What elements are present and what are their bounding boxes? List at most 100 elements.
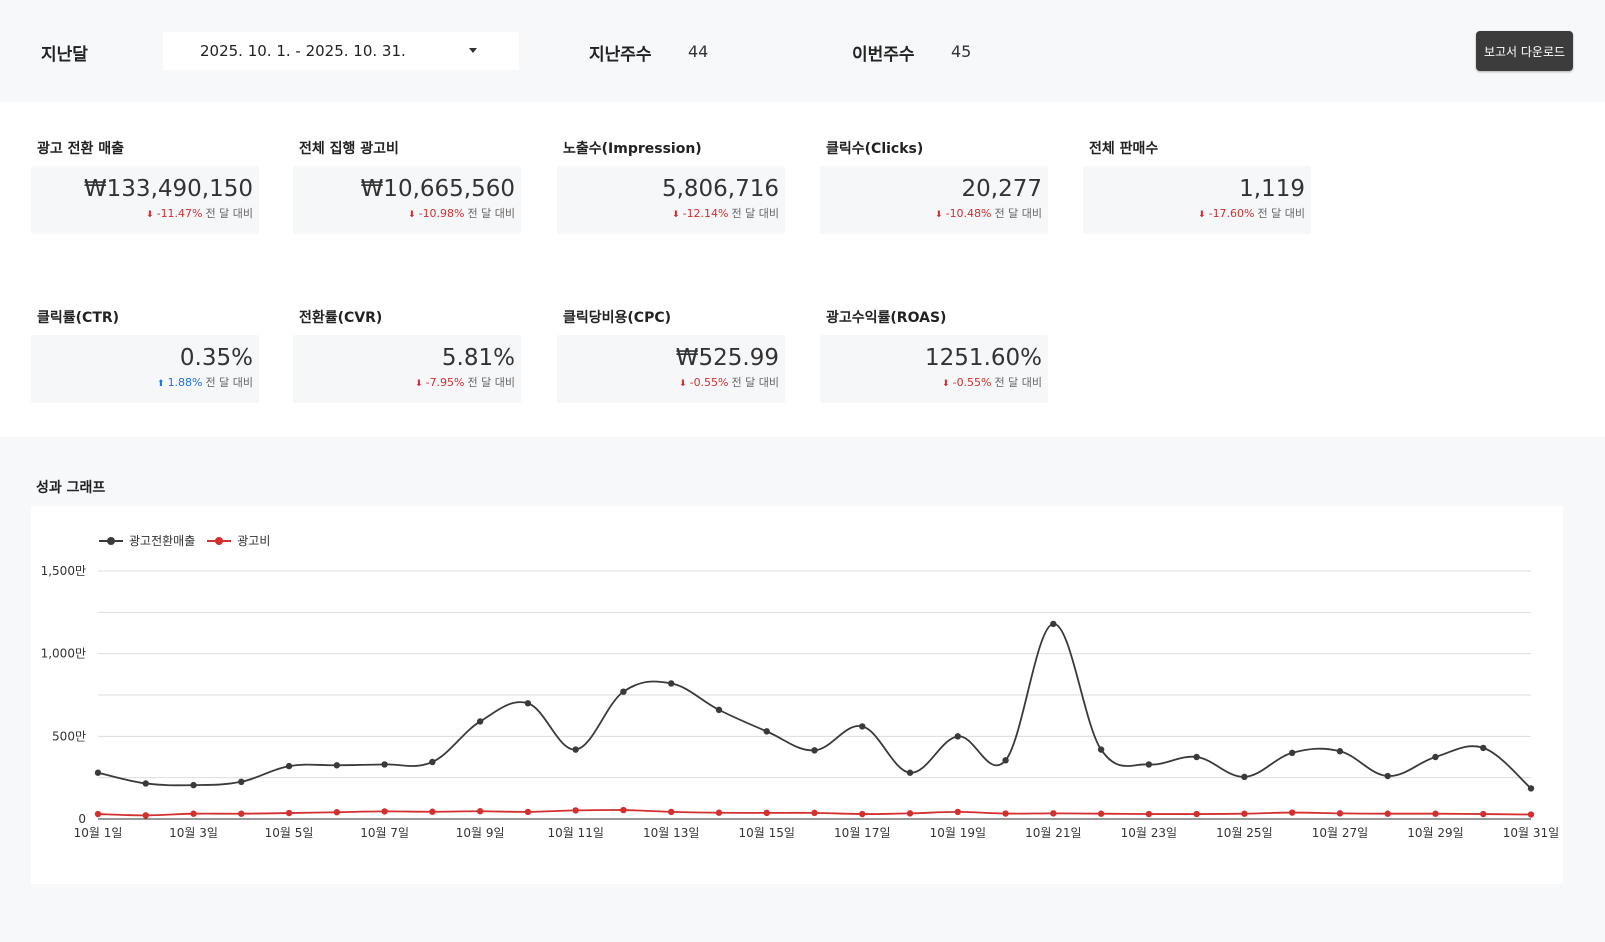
y-tick-label: 0	[78, 812, 86, 826]
kpi-delta-percent: 1.88%	[167, 376, 203, 389]
data-point-revenue	[715, 706, 723, 714]
legend-swatch-adcost	[207, 536, 232, 546]
this-week-value: 45	[951, 42, 972, 61]
kpi-title: 클릭률(CTR)	[37, 310, 120, 326]
data-point-revenue	[381, 761, 388, 768]
kpi-value: 5,806,716	[661, 176, 779, 202]
kpi-delta-suffix: 전 달 대비	[467, 207, 515, 220]
kpi-card: 광고수익률(ROAS) 1251.60% ⬇ -0.55% 전 달 대비	[820, 307, 1048, 403]
kpi-box: 1,119 ⬇ -17.60% 전 달 대비	[1083, 166, 1311, 234]
data-point-adcost	[333, 809, 341, 816]
data-point-revenue	[763, 728, 770, 735]
kpi-box: ₩525.99 ⬇ -0.55% 전 달 대비	[557, 335, 785, 403]
data-point-adcost	[238, 810, 245, 817]
x-tick-label: 10월 19일	[930, 826, 986, 840]
data-point-revenue	[94, 769, 102, 776]
kpi-delta-suffix: 전 달 대비	[994, 376, 1042, 389]
kpi-value: 5.81%	[441, 345, 515, 371]
kpi-value: ₩133,490,150	[83, 176, 253, 202]
data-point-revenue	[476, 718, 484, 725]
performance-chart: 광고전환매출 광고비 0 500만 1,000만 1,500만 10월 1일 10월 3일…	[31, 506, 1563, 884]
kpi-value: 1,119	[1239, 176, 1305, 202]
data-point-adcost	[1241, 810, 1248, 817]
data-point-adcost	[94, 810, 102, 818]
data-point-adcost	[1002, 810, 1009, 817]
data-point-revenue	[333, 762, 341, 769]
kpi-delta: ⬇ -0.55% 전 달 대비	[820, 374, 1042, 390]
kpi-delta: ⬆ 1.88% 전 달 대비	[31, 374, 253, 390]
kpi-delta-percent: -7.95%	[425, 376, 465, 389]
date-range-select[interactable]: 2025. 10. 1. - 2025. 10. 31.	[163, 32, 519, 70]
kpi-title: 클릭수(Clicks)	[826, 141, 924, 157]
data-point-adcost	[1432, 810, 1439, 817]
kpi-delta-percent: -10.98%	[418, 207, 465, 220]
data-point-revenue	[429, 758, 436, 766]
data-point-adcost	[1480, 810, 1487, 818]
kpi-delta-suffix: 전 달 대비	[205, 376, 253, 389]
kpi-section: 광고 전환 매출 ₩133,490,150 ⬇ -11.47% 전 달 대비 전체 집행 …	[0, 102, 1605, 437]
x-tick-label: 10월 29일	[1407, 826, 1463, 840]
data-point-adcost	[763, 809, 770, 817]
data-point-revenue	[1527, 785, 1535, 792]
arrow-down-icon: ⬇	[146, 210, 154, 220]
data-point-revenue	[906, 769, 914, 776]
x-tick-label: 10월 7일	[360, 826, 409, 840]
download-report-button[interactable]: 보고서 다운로드	[1476, 31, 1573, 71]
x-tick-label: 10월 1일	[74, 826, 123, 840]
last-week-value: 44	[688, 42, 709, 61]
data-point-adcost	[1288, 809, 1296, 816]
legend-item-revenue[interactable]: 광고전환매출	[99, 532, 195, 549]
kpi-card: 전체 판매수 1,119 ⬇ -17.60% 전 달 대비	[1083, 138, 1311, 234]
kpi-title: 광고 전환 매출	[37, 141, 125, 157]
kpi-title: 전체 판매수	[1089, 141, 1159, 157]
kpi-value: ₩10,665,560	[360, 176, 515, 202]
kpi-card: 클릭당비용(CPC) ₩525.99 ⬇ -0.55% 전 달 대비	[557, 307, 785, 403]
kpi-delta-suffix: 전 달 대비	[731, 207, 779, 220]
x-tick-label: 10월 31일	[1503, 826, 1559, 840]
data-point-revenue	[1336, 748, 1344, 755]
kpi-delta: ⬇ -0.55% 전 달 대비	[557, 374, 779, 390]
chevron-down-icon	[469, 48, 477, 53]
arrow-down-icon: ⬇	[1198, 210, 1206, 220]
kpi-delta: ⬇ -12.14% 전 달 대비	[557, 205, 779, 221]
data-point-revenue	[1145, 761, 1153, 768]
kpi-delta: ⬇ -7.95% 전 달 대비	[293, 374, 515, 390]
this-week-label: 이번주수	[852, 45, 915, 65]
arrow-down-icon: ⬇	[942, 379, 950, 389]
legend-swatch-revenue	[99, 536, 123, 546]
data-point-revenue	[238, 778, 245, 785]
x-tick-label: 10월 13일	[643, 826, 699, 840]
data-point-revenue	[142, 780, 149, 787]
data-point-adcost	[381, 808, 388, 815]
kpi-delta-percent: -10.48%	[945, 207, 992, 220]
data-point-adcost	[1527, 811, 1535, 818]
kpi-delta-suffix: 전 달 대비	[731, 376, 779, 389]
kpi-value: ₩525.99	[675, 345, 779, 371]
x-tick-label: 10월 5일	[265, 826, 314, 840]
kpi-card: 노출수(Impression) 5,806,716 ⬇ -12.14% 전 달 대비	[557, 138, 785, 234]
data-point-adcost	[1097, 810, 1105, 817]
data-point-revenue	[1193, 753, 1200, 761]
data-point-adcost	[1145, 810, 1153, 818]
legend-item-adcost[interactable]: 광고비	[207, 532, 270, 549]
data-point-adcost	[668, 808, 675, 816]
data-point-adcost	[190, 810, 197, 817]
data-point-revenue	[668, 680, 675, 687]
x-tick-label: 10월 3일	[169, 826, 218, 840]
data-point-revenue	[1432, 753, 1439, 761]
data-point-adcost	[811, 809, 818, 817]
kpi-delta-suffix: 전 달 대비	[1257, 207, 1305, 220]
data-point-adcost	[285, 809, 293, 817]
data-point-revenue	[1002, 757, 1009, 764]
kpi-delta-percent: -12.14%	[682, 207, 729, 220]
data-point-adcost	[620, 806, 627, 814]
chart-plot: 0 500만 1,000만 1,500만 10월 1일 10월 3일 10월 5일 10월 7…	[41, 564, 1560, 840]
kpi-delta-percent: -17.60%	[1208, 207, 1255, 220]
data-point-adcost	[476, 808, 484, 815]
data-point-revenue	[1288, 749, 1296, 757]
kpi-delta-percent: -0.55%	[952, 376, 992, 389]
data-point-revenue	[811, 747, 818, 754]
data-point-adcost	[1336, 810, 1344, 817]
arrow-down-icon: ⬇	[672, 210, 680, 220]
kpi-box: ₩10,665,560 ⬇ -10.98% 전 달 대비	[293, 166, 521, 234]
